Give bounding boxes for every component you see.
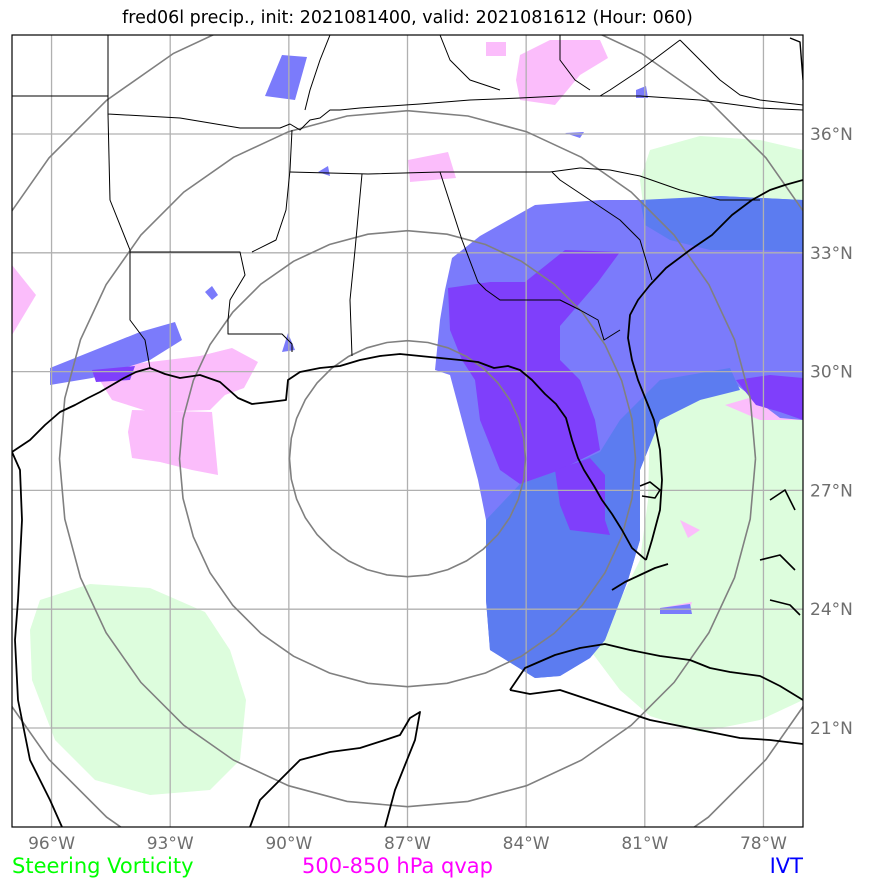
- ivt-layer: [50, 55, 803, 678]
- border-sc-nc: [579, 167, 760, 201]
- coastlines-and-borders: [12, 35, 803, 827]
- map-frame: [11, 34, 804, 828]
- latitude-tick-label: 33°N: [810, 244, 853, 264]
- longitude-tick-label: 90°W: [265, 834, 312, 854]
- ivt-area-purple-e: [736, 375, 803, 420]
- qvap-area-ne2: [486, 42, 506, 56]
- cuba-coastline: [509, 643, 803, 701]
- ivt-area-tx: [50, 322, 182, 385]
- border-wv: [559, 35, 591, 91]
- longitude-tick-label: 78°W: [740, 834, 787, 854]
- border-tx-la: [107, 113, 151, 369]
- border-mo: [304, 35, 331, 111]
- graticule: [12, 35, 803, 827]
- qvap-area-w: [12, 265, 36, 335]
- latitude-tick-label: 30°N: [810, 363, 853, 383]
- legend-ivt: IVT: [769, 854, 803, 878]
- ivt-area-tn: [318, 166, 330, 176]
- border-ar-ms: [251, 129, 293, 253]
- longitude-tick-label: 84°W: [503, 834, 550, 854]
- florida-keys: [611, 563, 669, 591]
- latitude-tick-label: 24°N: [810, 600, 853, 620]
- range-ring-1: [288, 339, 527, 578]
- latitude-tick-label: 27°N: [810, 481, 853, 501]
- latitude-axis: 36°N 33°N 30°N 27°N 24°N 21°N: [810, 125, 853, 739]
- map-title: fred06l precip., init: 2021081400, valid…: [122, 8, 693, 28]
- border-al-ga-fl: [439, 171, 621, 341]
- bahamas: [769, 489, 796, 511]
- latitude-tick-label: 36°N: [810, 125, 853, 145]
- legend-qvap: 500-850 hPa qvap: [302, 854, 493, 878]
- border-va: [599, 39, 681, 97]
- chesapeake: [679, 39, 803, 106]
- ivt-area-nc: [565, 132, 584, 138]
- bahamas: [759, 554, 796, 571]
- ivt-area-purple: [448, 250, 620, 484]
- range-ring-2: [178, 229, 637, 688]
- range-ring-3: [58, 109, 757, 808]
- cuba-coastline-south: [509, 689, 803, 745]
- border-ms-al: [349, 173, 363, 357]
- qvap-area-ne3: [408, 152, 456, 182]
- gulf-coastline: [12, 353, 647, 561]
- border-ga-sc: [551, 171, 653, 281]
- vorticity-area-west: [30, 584, 246, 795]
- bahamas: [769, 599, 801, 616]
- latitude-tick-label: 21°N: [810, 719, 853, 739]
- legend-steering-vorticity: Steering Vorticity: [12, 854, 194, 878]
- yucatan-coastline: [249, 711, 421, 827]
- ivt-area-fl-overlap: [486, 368, 740, 678]
- qvap-area-ne1: [516, 40, 608, 105]
- ivt-area-la: [205, 286, 218, 300]
- longitude-tick-label: 93°W: [147, 834, 194, 854]
- border-la: [130, 251, 293, 352]
- border-tn: [289, 167, 581, 175]
- longitude-axis: 96°W 93°W 90°W 87°W 84°W 81°W 78°W: [28, 834, 787, 854]
- lake-okeechobee: [639, 481, 661, 499]
- atlantic-coastline: [627, 179, 803, 561]
- longitude-tick-label: 87°W: [384, 834, 431, 854]
- longitude-tick-label: 81°W: [621, 834, 668, 854]
- mexico-coastline: [12, 451, 63, 827]
- ivt-area-ga-overlap: [640, 196, 803, 252]
- longitude-tick-label: 96°W: [28, 834, 75, 854]
- border-oh: [439, 35, 501, 91]
- border-line: [12, 95, 803, 131]
- qvap-area-fl: [680, 520, 700, 538]
- qvap-area-gulf: [128, 410, 218, 475]
- ivt-area-ar: [265, 55, 307, 100]
- delmarva: [789, 37, 803, 81]
- ivt-area-purple-s: [555, 458, 610, 535]
